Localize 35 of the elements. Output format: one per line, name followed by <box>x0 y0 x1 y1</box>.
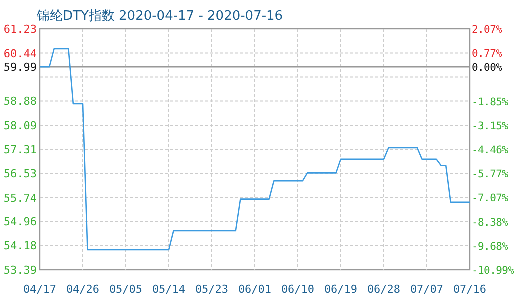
y-tick-label: 54.18 <box>4 240 37 253</box>
y2-tick-label: -10.99% <box>472 265 516 277</box>
y2-tick-label: -3.15% <box>472 120 510 132</box>
y-tick-label: 54.96 <box>4 216 37 229</box>
y2-tick-label: -5.77% <box>472 168 510 181</box>
x-tick-label: 06/19 <box>324 283 358 296</box>
y2-tick-label: -7.07% <box>472 192 510 205</box>
y-tick-label: 56.53 <box>4 167 37 180</box>
x-tick-label: 06/10 <box>281 283 315 296</box>
y2-tick-label: 0.77% <box>472 48 504 60</box>
y-tick-label: 55.74 <box>4 192 38 205</box>
x-tick-label: 05/14 <box>152 283 186 296</box>
x-tick-label: 07/16 <box>453 283 487 296</box>
y-tick-label: 53.39 <box>4 264 37 277</box>
y-tick-label: 61.23 <box>4 23 37 36</box>
x-tick-label: 06/28 <box>367 283 401 296</box>
y-tick-label: 60.44 <box>4 47 38 60</box>
y-tick-label: 58.88 <box>4 95 37 108</box>
chart-title: 锦纶DTY指数 2020-04-17 - 2020-07-16 <box>36 9 284 24</box>
y2-tick-label: 0.00% <box>472 62 504 74</box>
y2-tick-label: -8.38% <box>472 216 510 229</box>
x-tick-label: 05/05 <box>109 283 143 296</box>
x-tick-label: 04/17 <box>23 283 57 296</box>
y2-tick-label: -9.68% <box>472 240 510 253</box>
x-tick-label: 05/23 <box>195 283 229 296</box>
y2-tick-label: 2.07% <box>472 24 504 36</box>
y-tick-label: 58.09 <box>4 120 37 133</box>
y-tick-label: 57.31 <box>4 144 37 156</box>
y2-tick-label: -4.46% <box>472 144 510 156</box>
x-tick-label: 06/01 <box>238 283 272 296</box>
x-tick-label: 04/26 <box>66 283 100 296</box>
line-series <box>39 48 471 251</box>
x-tick-label: 07/07 <box>410 283 444 296</box>
y2-tick-label: -1.85% <box>472 96 510 108</box>
ref-line-label: 59.99 <box>4 61 37 74</box>
